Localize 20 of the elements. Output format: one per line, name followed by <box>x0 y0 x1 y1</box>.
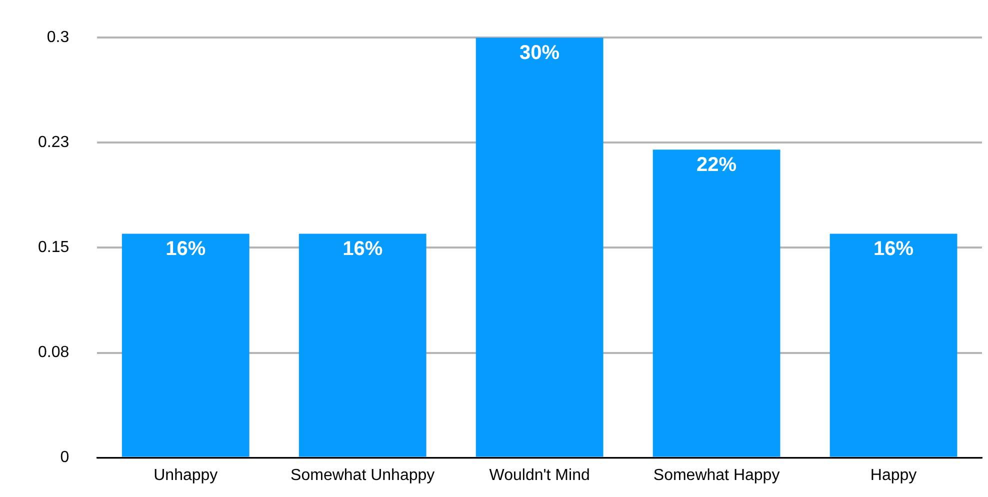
data-label: 22% <box>696 154 737 176</box>
data-label: 30% <box>520 42 560 64</box>
data-label: 16% <box>166 238 206 260</box>
y-tick-label: 0.08 <box>38 344 70 362</box>
x-tick-label: Somewhat Happy <box>653 466 780 484</box>
bar <box>830 234 958 457</box>
y-tick-label: 0.15 <box>38 239 70 256</box>
bar <box>476 38 604 457</box>
y-tick-label: 0.3 <box>46 29 70 46</box>
x-tick-label: Unhappy <box>154 466 218 484</box>
bar <box>652 150 780 457</box>
x-tick-label: Happy <box>870 466 917 484</box>
data-label: 16% <box>342 238 383 260</box>
y-tick-label: 0 <box>60 449 70 466</box>
bar <box>298 234 426 457</box>
data-label: 16% <box>874 238 914 260</box>
y-tick-label: 0.23 <box>38 134 70 152</box>
bar <box>122 234 250 457</box>
x-tick-label: Somewhat Unhappy <box>290 466 435 484</box>
x-tick-label: Wouldn't Mind <box>489 466 590 484</box>
